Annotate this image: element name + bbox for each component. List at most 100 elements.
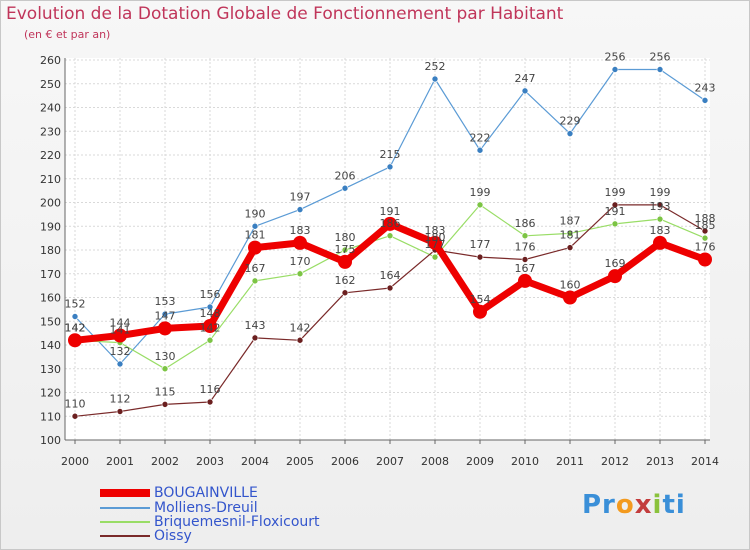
point-molliens-dreuil (161, 310, 169, 318)
point-briquemesnil-floxicourt (206, 336, 214, 344)
point-molliens-dreuil (116, 360, 124, 368)
point-briquemesnil-floxicourt (431, 253, 439, 261)
point-briquemesnil-floxicourt (161, 365, 169, 373)
point-molliens-dreuil (701, 97, 709, 104)
data-label-briquemesnil-floxicourt: 142 (200, 321, 221, 334)
data-label-oissy: 112 (110, 393, 131, 406)
point-molliens-dreuil (656, 66, 664, 73)
data-label-molliens-dreuil: 256 (650, 51, 671, 64)
point-molliens-dreuil (341, 184, 349, 192)
y-tick-label: 210 (40, 173, 61, 186)
point-bougainville (158, 321, 172, 336)
data-label-briquemesnil-floxicourt: 170 (290, 255, 311, 268)
data-label-briquemesnil-floxicourt: 177 (425, 238, 446, 251)
legend-swatch-briquemesnil-floxicourt (100, 521, 150, 523)
data-label-briquemesnil-floxicourt: 191 (605, 205, 626, 218)
y-tick-label: 100 (40, 434, 61, 447)
point-oissy (611, 201, 619, 209)
point-oissy (251, 334, 259, 342)
point-molliens-dreuil (476, 146, 484, 154)
point-oissy (296, 336, 304, 344)
data-label-briquemesnil-floxicourt: 142 (65, 321, 86, 334)
point-oissy (521, 256, 529, 263)
data-label-bougainville: 191 (380, 205, 401, 218)
logo-part-5: ti (662, 490, 686, 520)
data-label-oissy: 199 (605, 186, 626, 199)
data-label-molliens-dreuil: 247 (515, 72, 536, 85)
point-oissy (476, 253, 484, 261)
point-bougainville (653, 235, 667, 250)
point-bougainville (338, 254, 352, 269)
data-label-bougainville: 183 (290, 224, 311, 237)
point-bougainville (113, 328, 127, 343)
point-molliens-dreuil (611, 66, 619, 73)
data-label-oissy: 199 (650, 186, 671, 199)
point-bougainville (428, 235, 442, 250)
data-label-oissy: 181 (560, 229, 581, 242)
x-tick-label: 2007 (376, 455, 404, 468)
data-label-bougainville: 169 (605, 257, 626, 270)
x-tick-label: 2012 (601, 455, 629, 468)
x-tick-label: 2010 (511, 455, 539, 468)
point-oissy (701, 227, 709, 235)
point-briquemesnil-floxicourt (701, 234, 709, 242)
legend-label-briquemesnil-floxicourt: Briquemesnil-Floxicourt (154, 514, 320, 530)
data-label-oissy: 110 (65, 397, 86, 410)
y-tick-label: 180 (40, 244, 61, 257)
point-molliens-dreuil (251, 222, 259, 230)
y-tick-label: 160 (40, 292, 61, 305)
point-briquemesnil-floxicourt (656, 215, 664, 223)
data-label-bougainville: 181 (245, 229, 266, 242)
data-label-oissy: 180 (425, 231, 446, 244)
x-tick-label: 2000 (61, 455, 89, 468)
x-tick-label: 2002 (151, 455, 179, 468)
data-label-bougainville: 148 (200, 307, 221, 320)
data-label-bougainville: 160 (560, 279, 581, 292)
data-label-bougainville: 167 (515, 262, 536, 275)
legend-item-oissy: Oissy (100, 529, 192, 543)
data-label-briquemesnil-floxicourt: 186 (515, 217, 536, 230)
point-bougainville (698, 252, 712, 267)
point-bougainville (518, 273, 532, 288)
legend-swatch-molliens-dreuil (100, 507, 150, 509)
legend-item-molliens-dreuil: Molliens-Dreuil (100, 501, 258, 515)
legend-label-oissy: Oissy (154, 528, 192, 544)
data-label-briquemesnil-floxicourt: 187 (560, 214, 581, 227)
y-tick-label: 170 (40, 268, 61, 281)
data-label-bougainville: 175 (335, 243, 356, 256)
data-label-oissy: 115 (155, 385, 176, 398)
point-bougainville (563, 290, 577, 305)
x-tick-label: 2003 (196, 455, 224, 468)
data-label-bougainville: 142 (65, 321, 86, 334)
legend-item-briquemesnil-floxicourt: Briquemesnil-Floxicourt (100, 515, 320, 529)
y-tick-label: 240 (40, 102, 61, 115)
x-tick-label: 2014 (691, 455, 719, 468)
x-tick-label: 2011 (556, 455, 584, 468)
y-tick-label: 190 (40, 220, 61, 233)
data-label-bougainville: 144 (110, 317, 131, 330)
point-briquemesnil-floxicourt (566, 230, 574, 237)
point-oissy (386, 284, 394, 292)
point-molliens-dreuil (296, 206, 304, 213)
data-label-oissy: 177 (470, 238, 491, 251)
data-label-oissy: 143 (245, 319, 266, 332)
point-bougainville (383, 216, 397, 231)
x-tick-label: 2008 (421, 455, 449, 468)
plot-area (65, 58, 710, 440)
data-label-briquemesnil-floxicourt: 130 (155, 350, 176, 363)
point-oissy (566, 244, 574, 251)
point-bougainville (473, 304, 487, 319)
point-oissy (161, 401, 169, 408)
x-tick-label: 2006 (331, 455, 359, 468)
x-tick-label: 2013 (646, 455, 674, 468)
data-label-molliens-dreuil: 256 (605, 51, 626, 64)
data-label-molliens-dreuil: 152 (65, 298, 86, 311)
point-molliens-dreuil (71, 313, 79, 320)
data-label-bougainville: 183 (425, 224, 446, 237)
point-molliens-dreuil (431, 75, 439, 83)
point-molliens-dreuil (521, 87, 529, 95)
data-label-molliens-dreuil: 197 (290, 191, 311, 204)
data-label-briquemesnil-floxicourt: 185 (695, 219, 716, 232)
data-label-oissy: 142 (290, 321, 311, 334)
y-tick-label: 130 (40, 363, 61, 376)
